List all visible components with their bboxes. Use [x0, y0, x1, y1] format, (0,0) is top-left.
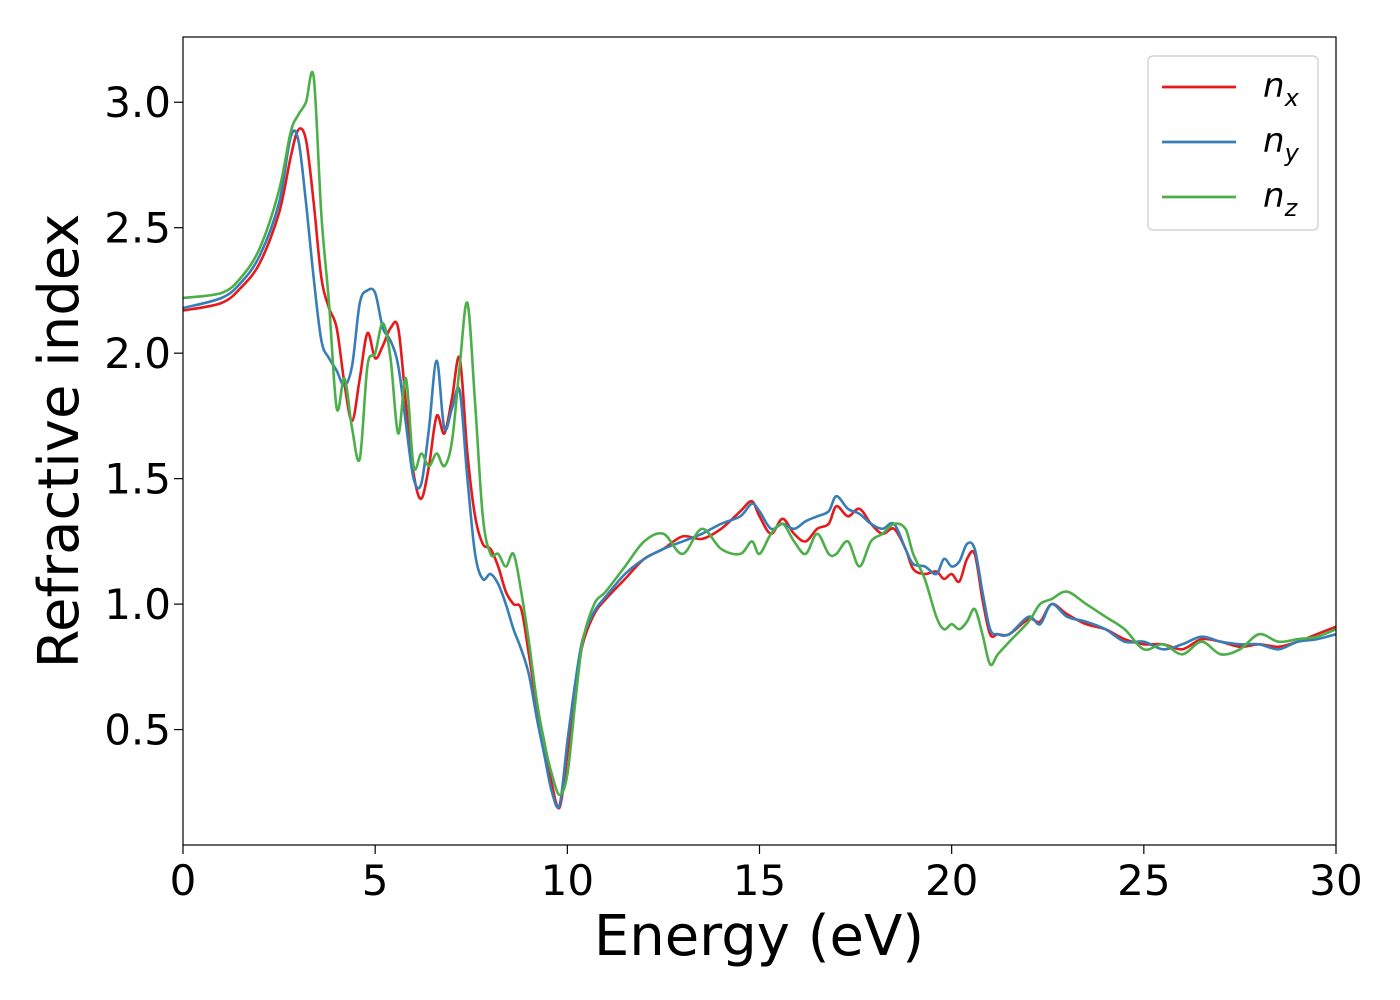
y-tick-label: 3.0: [104, 78, 171, 127]
x-tick-label: 25: [1117, 856, 1170, 905]
y-tick-label: 2.0: [104, 329, 171, 378]
x-axis-label: Energy (eV): [594, 904, 924, 969]
x-axis: 0 5 10 15 20 25 30: [170, 845, 1363, 905]
series-line-y: [182, 129, 1337, 809]
x-tick-label: 0: [170, 856, 197, 905]
x-tick-label: 15: [733, 856, 786, 905]
x-tick-label: 20: [925, 856, 978, 905]
plot-background: [183, 37, 1336, 845]
series-line-z: [182, 70, 1337, 797]
legend: nx ny nz: [1147, 55, 1319, 231]
series-layer: [182, 70, 1337, 810]
x-tick-label: 10: [541, 856, 594, 905]
legend-label-y: ny: [1263, 121, 1300, 167]
y-axis-label: Refractive index: [27, 214, 92, 669]
x-tick-label: 5: [362, 856, 389, 905]
legend-label-z: nz: [1263, 176, 1299, 222]
y-tick-label: 1.5: [104, 455, 171, 504]
y-tick-label: 0.5: [104, 706, 171, 755]
x-tick-label: 30: [1309, 856, 1362, 905]
y-tick-label: 1.0: [104, 580, 171, 629]
legend-label-x: nx: [1263, 66, 1300, 112]
y-tick-label: 2.5: [104, 204, 171, 253]
y-axis: 0.5 1.0 1.5 2.0 2.5 3.0: [104, 78, 183, 755]
